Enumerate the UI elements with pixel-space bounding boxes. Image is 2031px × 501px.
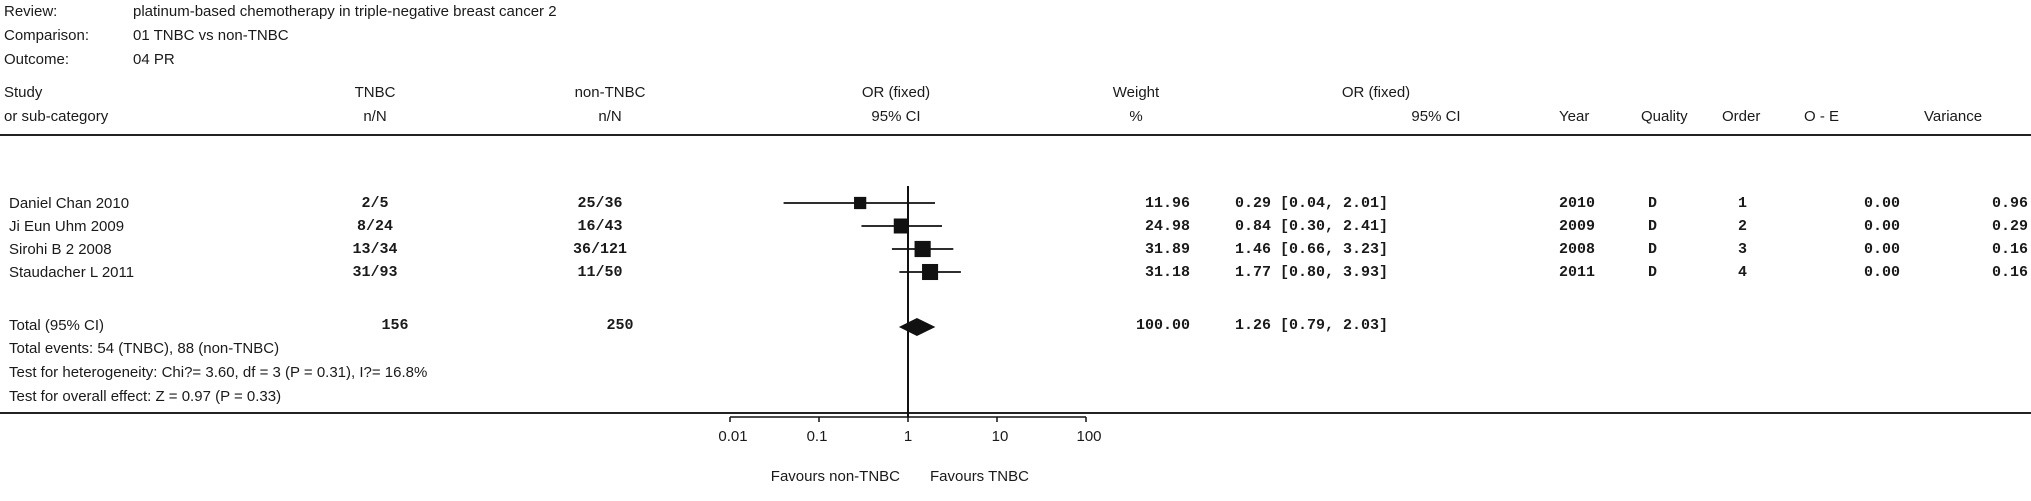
total-tnbc: 156 [381,317,409,334]
study-order: 2 [1738,218,1748,235]
study-year: 2008 [1559,241,1596,258]
overall-effect-test: Test for overall effect: Z = 0.97 (P = 0… [9,388,282,405]
total-events: Total events: 54 (TNBC), 88 (non-TNBC) [9,340,280,357]
study-year: 2011 [1559,264,1596,281]
study-point [922,263,939,281]
study-name: Sirohi B 2 2008 [9,241,112,258]
study-tnbc: 13/34 [352,241,398,258]
study-variance: 0.29 [1991,218,2028,235]
study-oe: 0.00 [1863,264,1900,281]
header-order: Order [1722,108,1761,125]
study-nontnbc: 25/36 [577,195,623,212]
header-nontnbc-sub: n/N [598,108,622,125]
favours-left-label: Favours non-TNBC [770,468,900,485]
study-weight: 31.89 [1144,241,1190,258]
header-tnbc-sub: n/N [363,108,387,125]
outcome-value: 04 PR [133,51,175,68]
axis-tick-label: 0.01 [718,428,748,445]
study-year: 2009 [1559,218,1596,235]
study-or-text: 0.84 [0.30, 2.41] [1235,218,1389,235]
study-point [914,240,931,258]
review-value: platinum-based chemotherapy in triple-ne… [133,3,557,20]
study-oe: 0.00 [1863,241,1900,258]
outcome-label: Outcome: [4,51,70,68]
study-or-text: 1.77 [0.80, 3.93] [1235,264,1389,281]
study-nontnbc: 36/121 [572,241,627,258]
study-variance: 0.96 [1991,195,2028,212]
study-variance: 0.16 [1991,241,2028,258]
study-order: 4 [1738,264,1748,281]
favours-right-label: Favours TNBC [930,468,1029,485]
axis-tick-label: 1 [903,428,913,445]
study-variance: 0.16 [1991,264,2028,281]
total-weight: 100.00 [1135,317,1190,334]
pooled-diamond [898,318,936,336]
heterogeneity-test: Test for heterogeneity: Chi?= 3.60, df =… [9,364,428,381]
header-or-text-sub: 95% CI [1411,108,1461,125]
review-label: Review: [4,3,58,20]
study-nontnbc: 16/43 [577,218,623,235]
study-quality: D [1648,241,1658,258]
total-or-text: 1.26 [0.79, 2.03] [1235,317,1389,334]
study-order: 3 [1738,241,1748,258]
study-nontnbc: 11/50 [577,264,623,281]
study-oe: 0.00 [1863,218,1900,235]
study-tnbc: 2/5 [361,195,389,212]
study-weight: 11.96 [1144,195,1190,212]
header-oe: O - E [1804,108,1840,125]
header-weight: Weight [1112,84,1160,101]
header-rule [0,134,2031,136]
study-name: Staudacher L 2011 [9,264,135,281]
header-variance: Variance [1924,108,1983,125]
axis-tick-label: 0.1 [806,428,828,445]
comparison-value: 01 TNBC vs non-TNBC [133,27,289,44]
study-or-text: 1.46 [0.66, 3.23] [1235,241,1389,258]
study-quality: D [1648,218,1658,235]
header-tnbc: TNBC [354,84,396,101]
header-quality: Quality [1641,108,1688,125]
header-nontnbc: non-TNBC [574,84,646,101]
study-point [893,218,909,234]
total-label: Total (95% CI) [9,317,105,334]
study-order: 1 [1738,195,1748,212]
study-year: 2010 [1559,195,1596,212]
header-study: Study [4,84,43,101]
study-name: Daniel Chan 2010 [9,195,130,212]
study-name: Ji Eun Uhm 2009 [9,218,125,235]
study-quality: D [1648,195,1658,212]
footer-rule [0,412,2031,414]
study-oe: 0.00 [1863,195,1900,212]
study-or-text: 0.29 [0.04, 2.01] [1235,195,1389,212]
study-quality: D [1648,264,1658,281]
total-nontnbc: 250 [606,317,634,334]
header-study-sub: or sub-category [4,108,109,125]
study-point [854,196,867,210]
axis-tick-label: 10 [991,428,1009,445]
header-or-plot-sub: 95% CI [871,108,921,125]
header-or-text: OR (fixed) [1341,84,1411,101]
header-or-plot: OR (fixed) [861,84,931,101]
header-year: Year [1559,108,1590,125]
comparison-label: Comparison: [4,27,90,44]
study-tnbc: 8/24 [356,218,393,235]
header-weight-sub: % [1129,108,1143,125]
study-tnbc: 31/93 [352,264,398,281]
study-weight: 31.18 [1144,264,1190,281]
axis-tick-label: 100 [1076,428,1102,445]
study-weight: 24.98 [1144,218,1190,235]
